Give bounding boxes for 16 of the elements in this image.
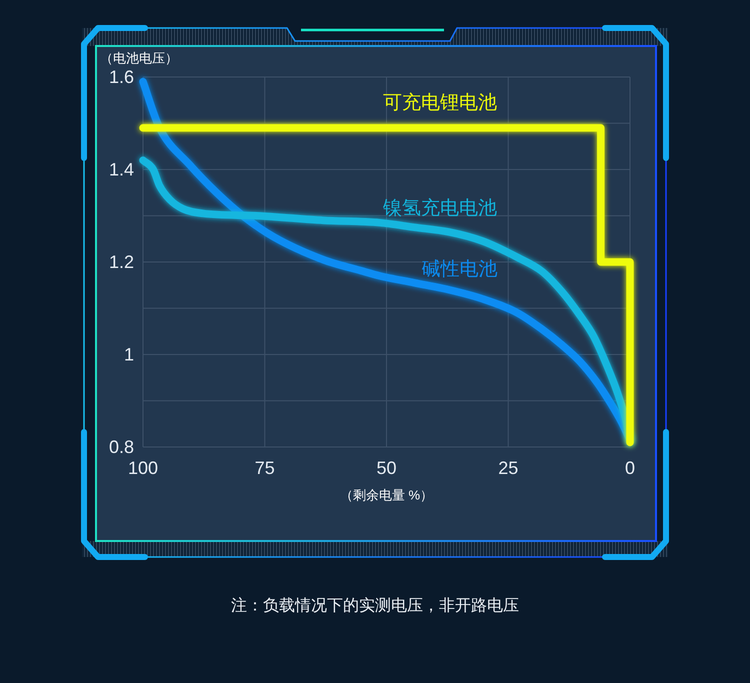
series-label: 碱性电池	[422, 258, 498, 280]
x-tick-label: 0	[624, 458, 636, 478]
y-tick-label: 1.2	[108, 252, 134, 272]
x-tick-label: 100	[128, 458, 158, 478]
y-tick-label: 1	[124, 344, 134, 364]
series-label: 可充电锂电池	[383, 91, 498, 114]
x-tick-label: 25	[498, 458, 518, 478]
y-axis-title: （电池电压）	[100, 50, 178, 66]
text: 注：负载情况下的实测电压，非开路电压	[231, 596, 519, 614]
y-tick-label: 1.6	[108, 67, 134, 87]
series-label: 镍氢充电电池	[382, 196, 498, 219]
x-axis-title: （剩余电量 %）	[340, 488, 434, 502]
y-tick-label: 0.8	[108, 437, 134, 457]
y-tick-label: 1.4	[108, 160, 134, 180]
x-tick-label: 50	[376, 458, 397, 478]
x-tick-label: 75	[254, 458, 275, 478]
